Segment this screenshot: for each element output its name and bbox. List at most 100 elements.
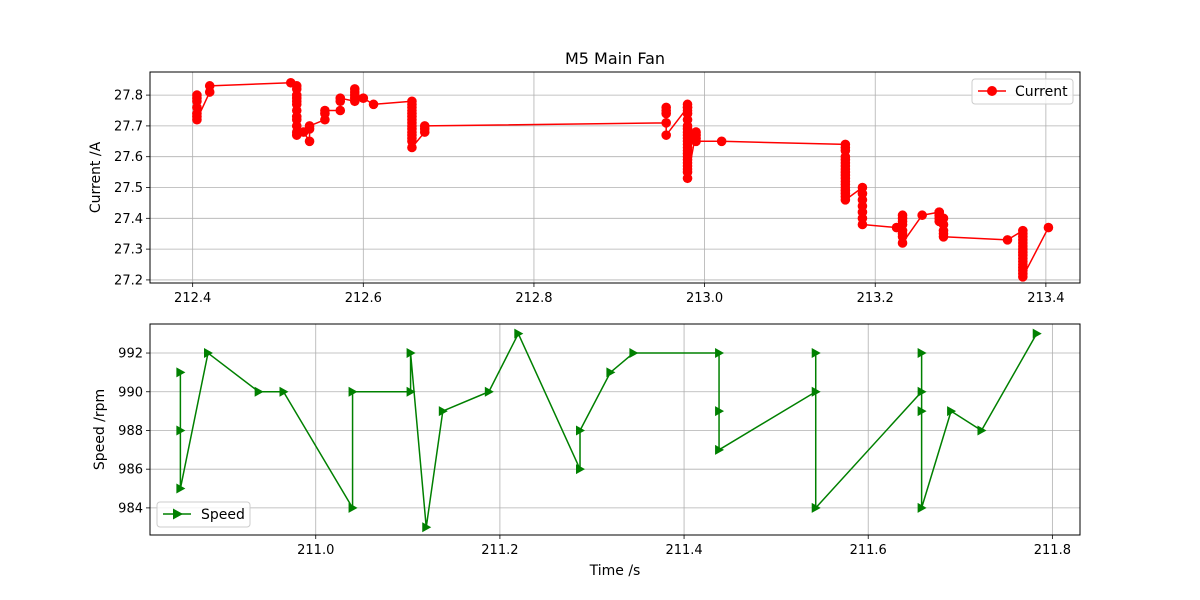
speed-data-point xyxy=(715,406,725,417)
speed-data-point xyxy=(811,348,821,359)
speed-data-point xyxy=(406,386,416,397)
speed-data-point xyxy=(811,386,821,397)
current-data-point xyxy=(304,136,315,147)
current-data-point xyxy=(304,121,315,131)
current-legend-marker xyxy=(987,86,997,96)
current-panel: M5 Main Fan 212.4 212.6 212.8 213.0 213.2 213… xyxy=(88,49,1081,306)
speed-data-point xyxy=(484,386,494,397)
current-data-point xyxy=(419,121,430,131)
speed-data-point xyxy=(947,406,957,417)
speed-data-point xyxy=(438,406,448,417)
current-data-point xyxy=(897,238,908,248)
current-data-point xyxy=(661,118,671,128)
speed-data-point xyxy=(576,425,586,436)
current-data-point xyxy=(358,93,369,103)
speed-legend-label: Speed xyxy=(201,507,245,523)
current-data-point xyxy=(661,108,671,119)
speed-y-tick-label: 986 xyxy=(118,463,143,478)
speed-legend: Speed xyxy=(156,501,251,528)
current-x-tick-label: 212.8 xyxy=(515,291,552,306)
speed-data-point xyxy=(917,406,927,417)
speed-y-tick-label: 992 xyxy=(118,347,143,362)
current-ticks: 212.4 212.6 212.8 213.0 213.2 213.4 27.2 27.3 27… xyxy=(114,89,1064,306)
current-x-tick-label: 212.4 xyxy=(174,291,211,306)
current-data-point xyxy=(682,173,693,184)
current-data-point xyxy=(1002,235,1013,245)
current-x-tick-label: 213.4 xyxy=(1027,291,1064,306)
speed-data-point xyxy=(406,348,416,359)
current-data-point xyxy=(368,99,379,110)
current-y-tick-label: 27.8 xyxy=(114,89,143,104)
current-data-point xyxy=(204,81,215,91)
current-data-point xyxy=(192,114,202,125)
current-y-tick-label: 27.3 xyxy=(114,243,143,258)
speed-data-point xyxy=(917,386,927,397)
speed-data-point xyxy=(254,386,264,397)
speed-panel: 211.0 211.2 211.4 211.6 211.8 984 986 988 990 992… xyxy=(92,323,1081,579)
current-data-point xyxy=(320,105,330,116)
current-y-tick-label: 27.6 xyxy=(114,150,143,165)
current-x-tick-label: 212.6 xyxy=(345,291,382,306)
speed-plot-frame xyxy=(149,323,1081,536)
speed-y-tick-label: 990 xyxy=(118,385,143,400)
speed-data-point xyxy=(348,386,358,397)
speed-x-tick-label: 211.2 xyxy=(481,543,518,558)
current-legend-label: Current xyxy=(1015,84,1068,100)
current-y-axis-label: Current /A xyxy=(88,141,104,213)
current-y-tick-label: 27.2 xyxy=(114,273,143,288)
speed-data-point xyxy=(279,386,289,397)
current-y-tick-label: 27.4 xyxy=(114,212,143,227)
current-data-point xyxy=(857,219,868,230)
speed-data-point xyxy=(977,425,987,436)
speed-x-tick-label: 211.0 xyxy=(297,543,334,558)
speed-data-point xyxy=(576,464,586,475)
speed-data-point xyxy=(606,367,616,378)
current-data-point xyxy=(407,142,417,153)
current-y-tick-label: 27.5 xyxy=(114,181,143,196)
speed-data-point xyxy=(176,425,186,436)
speed-legend-box xyxy=(156,501,251,528)
current-data-point xyxy=(691,136,701,147)
speed-data-point xyxy=(811,502,821,513)
current-data-point xyxy=(335,93,346,103)
current-data-point xyxy=(335,105,346,116)
current-data-point xyxy=(938,231,949,242)
current-x-tick-label: 213.2 xyxy=(857,291,894,306)
time-x-axis-label: Time /s xyxy=(589,563,641,579)
chart-title: M5 Main Fan xyxy=(565,49,665,68)
speed-x-tick-label: 211.4 xyxy=(665,543,702,558)
current-data-point xyxy=(349,84,360,94)
current-x-tick-label: 213.0 xyxy=(686,291,723,306)
speed-data-point xyxy=(514,328,524,339)
speed-data-point xyxy=(715,348,725,359)
current-legend-box xyxy=(971,78,1074,105)
speed-data-point xyxy=(1032,328,1042,339)
speed-data-point xyxy=(176,483,186,494)
current-data-point xyxy=(1018,272,1028,282)
speed-legend-marker xyxy=(173,508,183,520)
speed-y-axis-label: Speed /rpm xyxy=(92,389,108,470)
current-y-tick-label: 27.7 xyxy=(114,119,143,134)
speed-y-tick-label: 988 xyxy=(118,424,143,439)
speed-data-point xyxy=(176,367,186,378)
speed-x-tick-label: 211.6 xyxy=(850,543,887,558)
current-data-point xyxy=(716,136,727,147)
current-legend: Current xyxy=(971,78,1074,105)
speed-data-point xyxy=(917,502,927,513)
speed-ticks: 211.0 211.2 211.4 211.6 211.8 984 986 988 990 992 xyxy=(118,347,1071,558)
current-data-point xyxy=(840,195,851,205)
speed-series xyxy=(176,328,1042,533)
current-series xyxy=(192,77,1054,282)
speed-y-tick-label: 984 xyxy=(118,501,143,516)
speed-data-point xyxy=(629,348,639,359)
current-data-point xyxy=(349,93,360,103)
speed-data-point xyxy=(348,502,358,513)
current-plot-frame xyxy=(149,71,1081,284)
current-data-point xyxy=(661,130,671,140)
speed-x-tick-label: 211.8 xyxy=(1034,543,1071,558)
speed-data-point xyxy=(422,522,432,533)
speed-data-point xyxy=(917,348,927,359)
current-data-point xyxy=(917,210,927,221)
current-data-point xyxy=(1043,222,1054,233)
